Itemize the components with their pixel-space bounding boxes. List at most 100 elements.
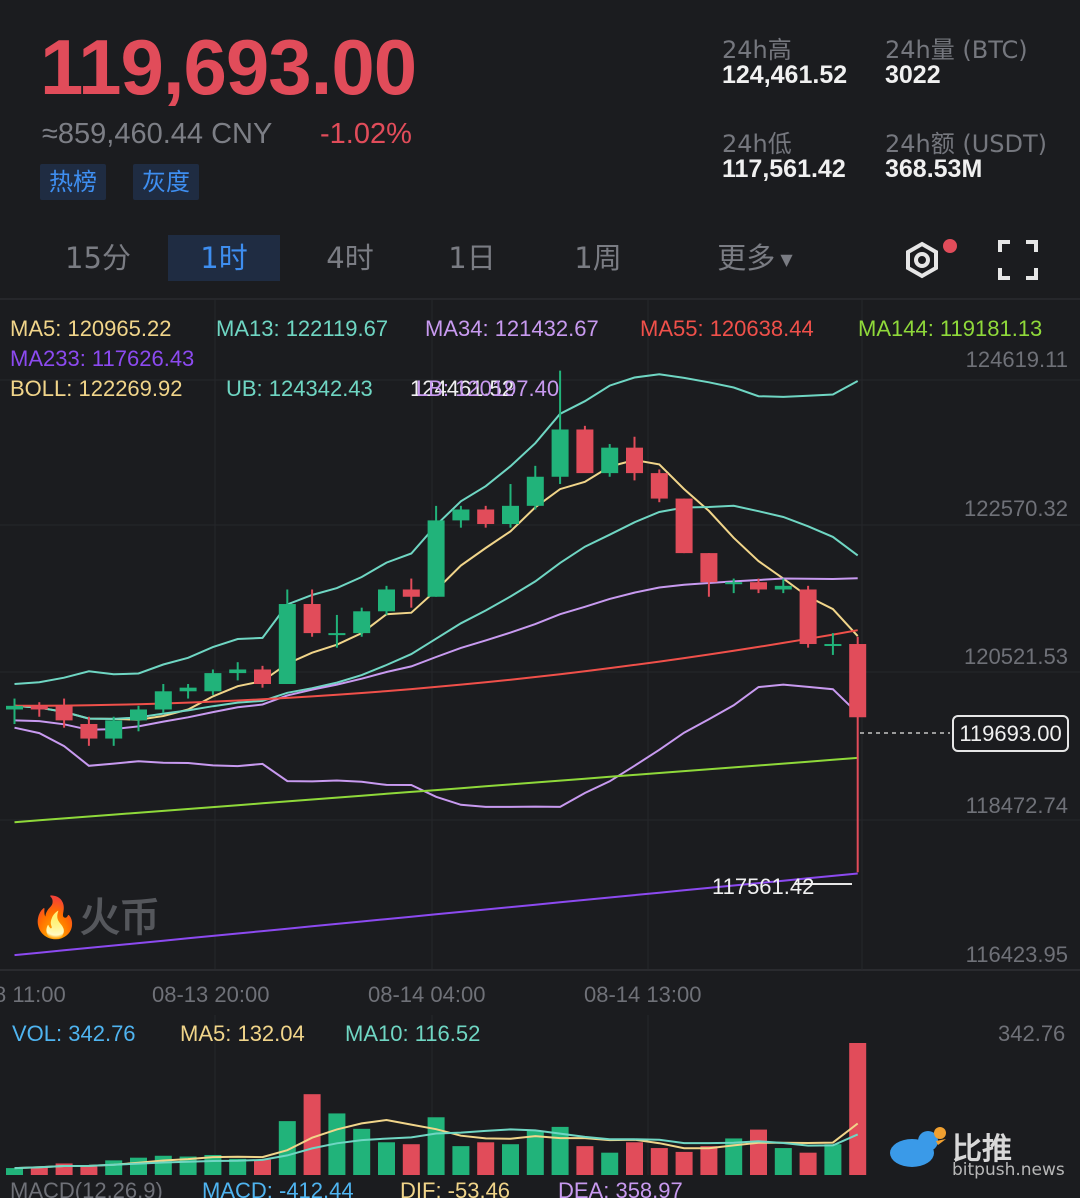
- ticker-header: 119,693.00 ≈859,460.44 CNY -1.02% 热榜 灰度 …: [0, 0, 1080, 220]
- candle-body: [626, 447, 643, 474]
- volume-bar: [750, 1129, 767, 1175]
- candle-body: [179, 687, 197, 692]
- candle-body: [55, 705, 73, 721]
- candle-body: [378, 589, 395, 612]
- volume-bar: [774, 1148, 792, 1175]
- volume-bar: [80, 1165, 98, 1175]
- high-value: 124,461.52: [722, 61, 848, 89]
- volume-bar: [6, 1168, 23, 1175]
- tag-hot[interactable]: 热榜: [40, 164, 106, 200]
- indicator-lines: [14, 373, 859, 957]
- candle-body: [477, 509, 495, 525]
- volume-label: 24h量 (BTC): [885, 36, 1028, 64]
- divider: [0, 298, 1080, 300]
- tab-1h[interactable]: 1时: [168, 235, 280, 281]
- volume-bars: [6, 1043, 867, 1175]
- high-label: 24h高: [722, 36, 792, 64]
- candle-body: [353, 611, 371, 634]
- ma144-line: [14, 756, 858, 824]
- volume-bar: [626, 1142, 643, 1175]
- amount-label: 24h额 (USDT): [885, 130, 1048, 158]
- candle-body: [700, 553, 718, 583]
- volume-bar: [154, 1155, 172, 1175]
- candle-body: [750, 582, 767, 590]
- bitpush-brand: 比推: [952, 1132, 1012, 1167]
- vol-ma10-label: MA10: 116.52: [345, 1021, 481, 1046]
- high-marker: 124461.52: [410, 376, 514, 401]
- ma233-label: MA233: 117626.43: [10, 346, 195, 371]
- volume-bar: [824, 1144, 842, 1175]
- boll-lower-line: [14, 683, 859, 808]
- y-tick-label: 124619.11: [966, 347, 1068, 372]
- fullscreen-icon[interactable]: [996, 238, 1040, 282]
- volume-bar: [427, 1117, 445, 1175]
- volume-bar: [55, 1163, 73, 1175]
- volume-value: 3022: [885, 61, 941, 89]
- tab-1d[interactable]: 1日: [448, 241, 496, 275]
- vol-axis-max: 342.76: [998, 1021, 1066, 1046]
- y-tick-label: 116423.95: [966, 942, 1068, 967]
- ma55-line: [14, 629, 858, 707]
- candle-body: [303, 604, 321, 634]
- candle-body: [849, 644, 867, 718]
- vol-ma5-label: MA5: 132.04: [180, 1021, 305, 1046]
- cny-price: ≈859,460.44 CNY: [42, 118, 273, 150]
- tab-15m[interactable]: 15分: [65, 241, 131, 275]
- price-change: -1.02%: [320, 118, 412, 150]
- macd-title: MACD(12,26,9): [10, 1178, 163, 1198]
- candle-body: [675, 498, 693, 554]
- candle-body: [774, 585, 792, 590]
- candle-body: [402, 589, 420, 597]
- notification-dot: [943, 239, 957, 253]
- tab-more-label: 更多: [717, 241, 776, 275]
- settings-icon[interactable]: [898, 238, 958, 288]
- y-tick-label: 122570.32: [964, 496, 1068, 521]
- boll-label: BOLL: 122269.92: [10, 376, 183, 401]
- tab-more[interactable]: 更多 ▼: [700, 235, 810, 281]
- candle-body: [204, 673, 222, 692]
- volume-bar: [650, 1148, 668, 1175]
- volume-bar: [725, 1138, 743, 1175]
- candles: [6, 370, 867, 873]
- vol-ma10-line: [14, 1128, 859, 1170]
- y-tick-label: 118472.74: [966, 793, 1068, 818]
- candle-body: [154, 691, 172, 710]
- last-price-tag: 119693.00: [952, 715, 1069, 752]
- candle-body: [278, 604, 296, 685]
- vol-label: VOL: 342.76: [12, 1021, 136, 1046]
- chart-grid: [0, 300, 1080, 1175]
- volume-bar: [229, 1158, 247, 1175]
- lb-label: LB: 120197.40: [416, 376, 560, 401]
- volume-bar: [799, 1152, 817, 1175]
- ma144-label: MA144: 119181.13: [858, 316, 1043, 341]
- ma34-label: MA34: 121432.67: [425, 316, 599, 341]
- volume-bar: [576, 1146, 594, 1175]
- volume-bar: [675, 1151, 693, 1175]
- volume-bar: [30, 1166, 48, 1175]
- volume-bar: [378, 1142, 395, 1175]
- axis-labels: 124619.11 122570.32 120521.53 118472.74 1164…: [0, 347, 1068, 1007]
- candle-body: [130, 709, 147, 721]
- candle-body: [254, 669, 271, 685]
- caret-down-icon: ▼: [775, 250, 793, 269]
- tab-1w[interactable]: 1周: [574, 241, 622, 275]
- x-tick-label: 8 11:00: [0, 982, 66, 1007]
- vol-ma5-line: [14, 1118, 859, 1170]
- volume-bar: [254, 1159, 271, 1175]
- dea-value: DEA: 358.97: [558, 1178, 683, 1198]
- last-price: 119,693.00: [40, 23, 417, 111]
- ma34-line: [14, 577, 858, 731]
- ma233-line: [14, 872, 858, 957]
- ma55-label: MA55: 120638.44: [640, 316, 814, 341]
- bird-logo-icon: [890, 1127, 946, 1167]
- tab-4h[interactable]: 4时: [326, 241, 374, 275]
- volume-bar: [502, 1144, 519, 1175]
- candle-body: [576, 429, 594, 474]
- volume-bar: [303, 1094, 321, 1175]
- ma13-line: [14, 504, 859, 720]
- candle-body: [80, 724, 98, 739]
- dif-value: DIF: -53.46: [400, 1178, 511, 1198]
- low-value: 117,561.42: [722, 155, 846, 183]
- tag-grayscale[interactable]: 灰度: [133, 164, 199, 200]
